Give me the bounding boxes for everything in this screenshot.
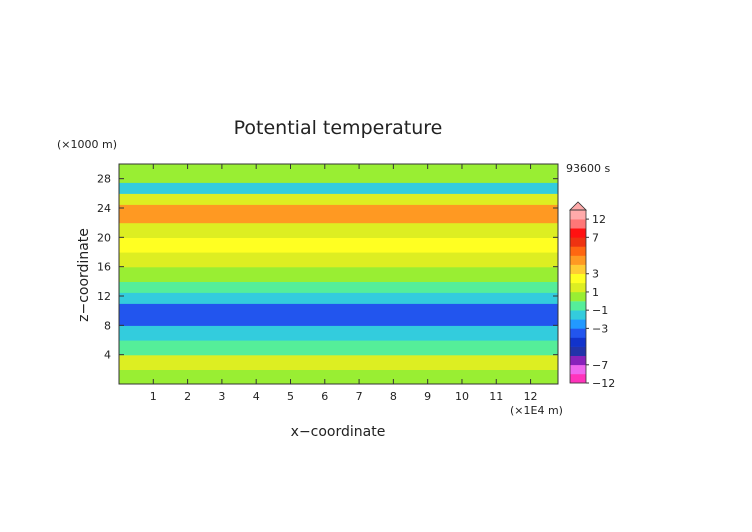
x-tick-label: 7	[356, 390, 363, 403]
x-axis-title: x−coordinate	[291, 424, 386, 440]
colorbar-segment-7	[570, 310, 586, 320]
colorbar-segment-9	[570, 291, 586, 302]
y-tick-label: 20	[97, 231, 111, 244]
heatmap-band-9	[119, 237, 558, 253]
colorbar-segment-13	[570, 255, 586, 265]
x-tick-label: 8	[390, 390, 397, 403]
chart-title: Potential temperature	[234, 117, 443, 139]
colorbar-label: −12	[592, 377, 615, 390]
y-unit-label: (×1000 m)	[57, 138, 117, 151]
colorbar-label: −3	[592, 322, 608, 335]
x-tick-label: 10	[455, 390, 469, 403]
heatmap-band-0	[119, 369, 558, 384]
colorbar: 12 7 3 1 −1 −3 −7 −12	[569, 201, 615, 390]
colorbar-segment-8	[570, 301, 586, 311]
y-tick-label: 8	[104, 319, 111, 332]
x-tick-label: 3	[218, 390, 225, 403]
colorbar-segment-17	[570, 219, 586, 229]
colorbar-segment-16	[570, 228, 586, 238]
colorbar-label: −1	[592, 304, 608, 317]
x-tick-label: 5	[287, 390, 294, 403]
colorbar-segment-4	[570, 337, 586, 347]
heatmap-band-12	[119, 193, 558, 205]
colorbar-segment-10	[570, 282, 586, 293]
y-tick-label: 24	[97, 202, 111, 215]
heatmap-band-11	[119, 204, 558, 224]
colorbar-segment-18	[570, 210, 586, 220]
x-tick-label: 6	[321, 390, 328, 403]
colorbar-label: 12	[592, 213, 606, 226]
time-label: 93600 s	[566, 162, 610, 175]
colorbar-segment-6	[570, 319, 586, 329]
x-tick-label: 11	[489, 390, 503, 403]
y-axis-title: z−coordinate	[76, 228, 92, 322]
x-tick-label: 1	[150, 390, 157, 403]
heatmap-band-13	[119, 182, 558, 194]
colorbar-segment-12	[570, 264, 586, 274]
heatmap-band-5	[119, 292, 558, 304]
colorbar-segment-1	[570, 364, 586, 375]
colorbar-label: −7	[592, 359, 608, 372]
colorbar-segment-5	[570, 328, 586, 338]
colorbar-label: 7	[592, 231, 599, 244]
heatmap-band-14	[119, 164, 558, 183]
y-axis: 4 8 12 16 20 24 28	[97, 173, 558, 362]
colorbar-segment-14	[570, 246, 586, 256]
x-tick-label: 12	[524, 390, 538, 403]
colorbar-segment-11	[570, 273, 586, 284]
colorbar-frame	[569, 209, 587, 384]
heatmap-band-6	[119, 281, 558, 293]
colorbar-label: 3	[592, 268, 599, 281]
y-tick-label: 12	[97, 290, 111, 303]
heatmap-band-7	[119, 266, 558, 282]
heatmap-band-8	[119, 252, 558, 268]
x-tick-label: 4	[253, 390, 260, 403]
x-unit-label: (×1E4 m)	[510, 404, 563, 417]
plot-frame	[118, 163, 559, 385]
x-tick-label: 9	[424, 390, 431, 403]
x-axis: 1 2 3 4 5 6 7 8 9 10 11 12	[150, 164, 538, 403]
heatmap-band-1	[119, 354, 558, 370]
x-tick-label: 2	[184, 390, 191, 403]
heatmap-band-10	[119, 222, 558, 238]
colorbar-extend-triangle	[569, 201, 587, 211]
colorbar-segment-0	[570, 373, 586, 384]
colorbar-segment-2	[570, 355, 586, 366]
y-tick-label: 16	[97, 261, 111, 274]
y-tick-label: 28	[97, 173, 111, 186]
heatmap-band-2	[119, 340, 558, 356]
heatmap-band-3	[119, 325, 558, 341]
colorbar-segment-15	[570, 237, 586, 247]
heatmap-field	[119, 164, 558, 384]
heatmap-band-4	[119, 303, 558, 326]
colorbar-segment-3	[570, 346, 586, 356]
colorbar-label: 1	[592, 286, 599, 299]
y-tick-label: 4	[104, 349, 111, 362]
